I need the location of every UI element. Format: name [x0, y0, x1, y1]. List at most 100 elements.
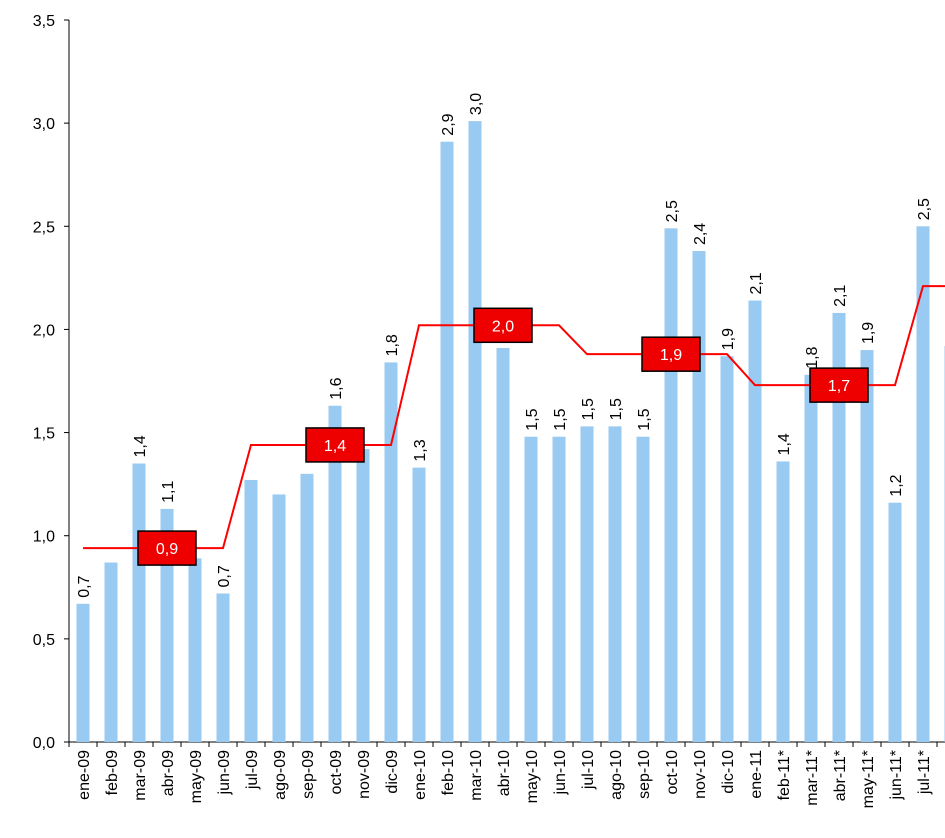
bar — [216, 593, 230, 742]
bar — [76, 603, 90, 742]
bar — [132, 463, 146, 742]
data-label: 1,9 — [720, 328, 737, 350]
bar — [636, 436, 650, 742]
data-label: 1,4 — [776, 433, 793, 455]
bar — [804, 374, 818, 742]
bar — [552, 436, 566, 742]
data-label: 2,9 — [440, 113, 457, 135]
bar — [720, 356, 734, 742]
x-tick-label: oct-09 — [328, 750, 345, 795]
x-tick-label: jul-10 — [580, 750, 597, 790]
x-tick-label: feb-11* — [776, 750, 793, 800]
bar — [272, 494, 286, 742]
y-tick-label: 2,5 — [33, 219, 55, 236]
x-tick-label: ago-10 — [608, 750, 625, 800]
bar — [496, 347, 510, 742]
bar — [524, 436, 538, 742]
data-label: 2,1 — [748, 272, 765, 294]
x-tick-label: jul-11* — [916, 750, 933, 795]
bar — [160, 508, 174, 742]
data-label: 1,5 — [524, 408, 541, 430]
x-tick-label: ene-11 — [748, 750, 765, 799]
bar — [748, 300, 762, 742]
x-tick-label: feb-10 — [440, 750, 457, 795]
x-tick-label: mar-09 — [132, 750, 149, 801]
x-tick-label: dic-10 — [720, 750, 737, 794]
bar — [328, 405, 342, 742]
data-label: 1,6 — [328, 377, 345, 399]
data-label: 0,7 — [76, 575, 93, 597]
x-tick-label: sep-10 — [636, 750, 653, 799]
data-label: 1,4 — [324, 438, 346, 455]
bar — [356, 449, 370, 742]
bar — [468, 121, 482, 742]
x-tick-label: abr-09 — [160, 750, 177, 796]
x-tick-label: abr-11* — [832, 750, 849, 801]
bar — [104, 562, 118, 742]
data-label: 1,2 — [888, 474, 905, 496]
bar — [244, 480, 258, 742]
label-box — [137, 530, 197, 566]
bar — [580, 426, 594, 742]
y-tick-label: 0,5 — [33, 632, 55, 649]
label-box — [305, 427, 365, 463]
data-label: 2,5 — [664, 200, 681, 222]
data-label: 1,9 — [660, 347, 682, 364]
x-tick-label: nov-10 — [692, 750, 709, 799]
bar — [916, 226, 930, 743]
x-tick-label: may-10 — [524, 750, 541, 803]
y-tick-label: 2,0 — [33, 322, 55, 339]
x-tick-label: mar-10 — [468, 750, 485, 801]
data-label: 2,0 — [492, 318, 514, 335]
label-box — [641, 336, 701, 372]
x-tick-label: dic-09 — [384, 750, 401, 794]
data-label: 1,3 — [412, 439, 429, 461]
x-tick-label: abr-10 — [496, 750, 513, 796]
y-tick-label: 3,5 — [33, 13, 55, 30]
x-tick-label: mar-11* — [804, 750, 821, 806]
x-tick-label: ago-09 — [272, 750, 289, 800]
bar — [832, 312, 846, 742]
bar — [692, 251, 706, 743]
bar — [188, 558, 202, 742]
x-tick-label: may-09 — [188, 750, 205, 803]
data-label: 2,4 — [692, 223, 709, 245]
data-label: 1,1 — [160, 481, 177, 503]
data-label: 1,5 — [636, 408, 653, 430]
data-label: 1,9 — [860, 322, 877, 344]
bar — [776, 461, 790, 742]
data-label: 1,8 — [384, 334, 401, 356]
data-label: 2,1 — [832, 285, 849, 307]
bar — [860, 350, 874, 742]
x-tick-label: sep-09 — [300, 750, 317, 799]
x-tick-label: may-11* — [860, 750, 877, 808]
x-tick-label: nov-09 — [356, 750, 373, 799]
x-tick-label: jun-09 — [216, 750, 233, 796]
bar — [412, 467, 426, 742]
x-tick-label: jul-09 — [244, 750, 261, 790]
data-label: 0,9 — [156, 541, 178, 558]
data-label: 1,4 — [132, 435, 149, 457]
data-label: 1,7 — [828, 378, 850, 395]
data-label: 1,8 — [804, 346, 821, 368]
label-box — [809, 367, 869, 403]
x-tick-label: ene-10 — [412, 750, 429, 800]
bar — [384, 362, 398, 742]
data-label: 1,5 — [580, 398, 597, 420]
data-label: 1,5 — [608, 398, 625, 420]
bar — [888, 502, 902, 742]
data-label: 1,5 — [552, 408, 569, 430]
data-label: 0,7 — [216, 565, 233, 587]
x-tick-label: jun-10 — [552, 750, 569, 796]
x-tick-label: oct-10 — [664, 750, 681, 795]
bar — [440, 141, 454, 743]
x-tick-label: ene-09 — [76, 750, 93, 800]
y-tick-label: 0,0 — [33, 735, 55, 752]
y-tick-label: 1,0 — [33, 529, 55, 546]
data-label: 2,5 — [916, 198, 933, 220]
y-tick-label: 3,0 — [33, 116, 55, 133]
x-tick-label: feb-09 — [104, 750, 121, 795]
label-box — [473, 307, 533, 344]
